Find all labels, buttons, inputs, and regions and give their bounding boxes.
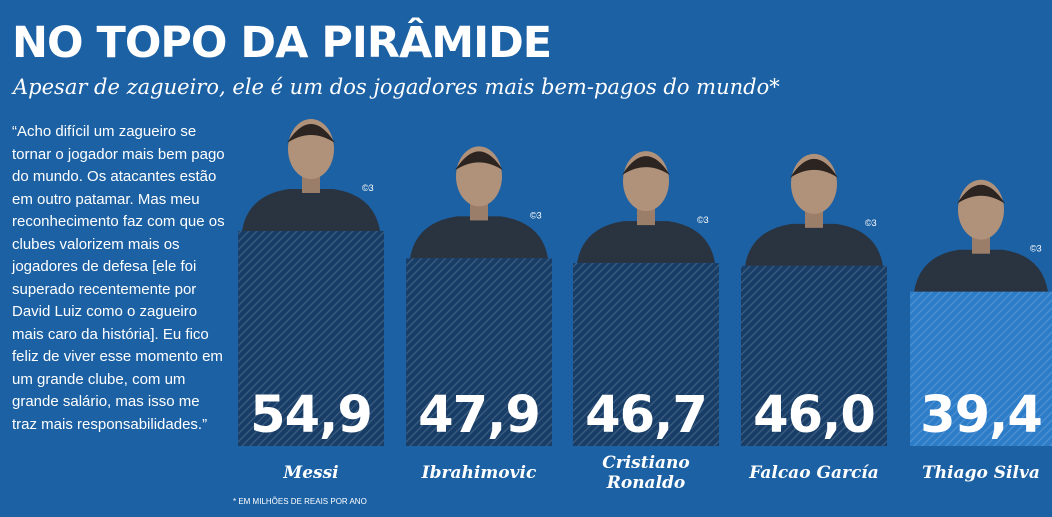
bar-hatch-messi bbox=[238, 231, 384, 446]
bar-hatch-cristiano-ronaldo bbox=[573, 263, 719, 446]
player-name-messi: Messi bbox=[282, 463, 338, 483]
player-quote: “Acho difícil um zagueiro se tornar o jo… bbox=[12, 123, 225, 433]
player-photo-ibrahimovic bbox=[410, 146, 548, 259]
photo-credit-messi: ©3 bbox=[362, 183, 374, 193]
value-label-thiago-silva: 39,4 bbox=[920, 386, 1042, 445]
player-name-cristiano-ronaldo: Cristiano Ronaldo bbox=[602, 453, 690, 493]
page-title: NO TOPO DA PIRÂMIDE bbox=[12, 18, 552, 68]
bar-hatch-falcao-garcia bbox=[741, 265, 887, 446]
player-name-thiago-silva: Thiago Silva bbox=[922, 463, 1040, 483]
player-name-ibrahimovic: Ibrahimovic bbox=[421, 463, 537, 483]
page-subtitle: Apesar de zagueiro, ele é um dos jogador… bbox=[13, 75, 780, 99]
photo-credit-ibrahimovic: ©3 bbox=[530, 210, 542, 220]
value-label-messi: 54,9 bbox=[250, 386, 372, 445]
photo-credit-thiago-silva: ©3 bbox=[1030, 244, 1042, 254]
footnote: * EM MILHÕES DE REAIS POR ANO bbox=[233, 497, 367, 506]
value-label-cristiano-ronaldo: 46,7 bbox=[585, 386, 707, 445]
bar-hatch-thiago-silva bbox=[910, 291, 1052, 446]
photo-credit-cristiano-ronaldo: ©3 bbox=[697, 215, 709, 225]
player-name-falcao-garcia: Falcao García bbox=[748, 463, 879, 483]
player-photo-falcao-garcia bbox=[745, 153, 883, 266]
value-label-falcao-garcia: 46,0 bbox=[753, 386, 875, 445]
value-label-ibrahimovic: 47,9 bbox=[418, 386, 540, 445]
bar-hatch-ibrahimovic bbox=[406, 258, 552, 446]
player-photo-thiago-silva bbox=[914, 179, 1048, 292]
photo-credit-falcao-garcia: ©3 bbox=[865, 218, 877, 228]
player-photo-messi bbox=[242, 119, 380, 231]
player-photo-cristiano-ronaldo bbox=[577, 151, 715, 264]
